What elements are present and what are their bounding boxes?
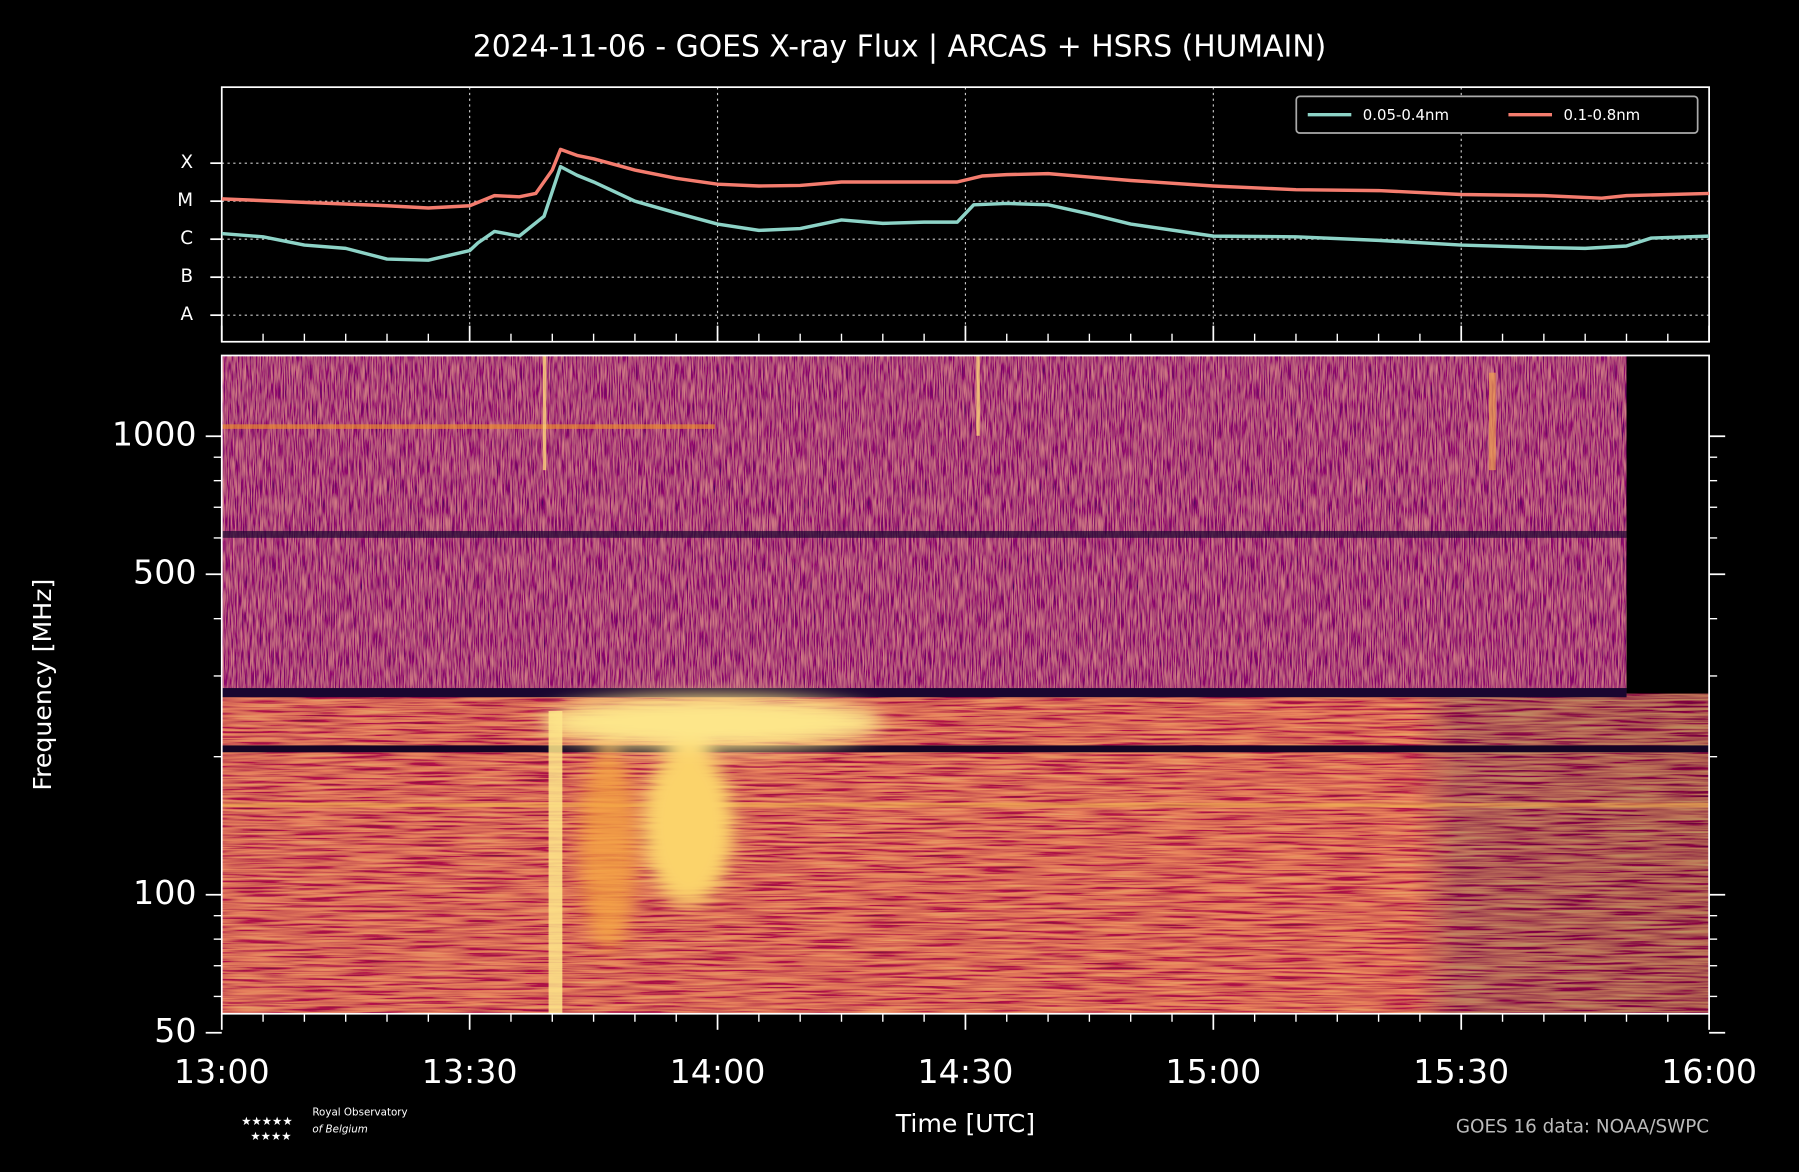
x-tick-label: 14:00 bbox=[670, 1052, 766, 1091]
y-tick-label: A bbox=[181, 304, 194, 325]
x-tick-label: 15:00 bbox=[1165, 1052, 1261, 1091]
y-tick-label: X bbox=[181, 152, 194, 173]
y-tick-label: C bbox=[180, 228, 193, 249]
y-axis-title: Frequency [MHz] bbox=[28, 579, 57, 791]
y-tick-label: 100 bbox=[133, 873, 196, 912]
chart-title: 2024-11-06 - GOES X-ray Flux | ARCAS + H… bbox=[473, 30, 1327, 65]
series-line bbox=[221, 147, 1710, 210]
legend-label: 0.1-0.8nm bbox=[1563, 106, 1640, 124]
x-tick-label: 14:30 bbox=[918, 1052, 1014, 1091]
logo-text: of Belgium bbox=[312, 1124, 368, 1136]
legend-box bbox=[1295, 95, 1699, 134]
credit: GOES 16 data: NOAA/SWPC bbox=[1456, 1116, 1709, 1137]
y-tick-label: 500 bbox=[133, 553, 196, 592]
spectrogram-image bbox=[221, 355, 1710, 1014]
y-tick-label: 1000 bbox=[112, 415, 197, 454]
y-tick-label: B bbox=[181, 266, 194, 287]
x-axis-title: Time [UTC] bbox=[895, 1109, 1035, 1138]
logo: ★★★★★ ★★★★ Royal Observatory of Belgium bbox=[241, 1106, 407, 1143]
plot-frame bbox=[220, 86, 1710, 343]
x-tick-label: 16:00 bbox=[1661, 1052, 1757, 1091]
plot-frame bbox=[220, 354, 1710, 1015]
x-tick-label: 13:00 bbox=[174, 1052, 270, 1091]
x-tick-label: 13:30 bbox=[422, 1052, 518, 1091]
svg-text:★★★★★: ★★★★★ bbox=[241, 1114, 292, 1128]
y-tick-label: 50 bbox=[154, 1011, 196, 1050]
logo-text: Royal Observatory bbox=[312, 1106, 407, 1118]
y-tick-label: M bbox=[177, 190, 193, 211]
svg-text:★★★★: ★★★★ bbox=[250, 1129, 291, 1143]
x-tick-label: 15:30 bbox=[1413, 1052, 1509, 1091]
series-line bbox=[221, 164, 1710, 262]
legend-label: 0.05-0.4nm bbox=[1363, 106, 1449, 124]
